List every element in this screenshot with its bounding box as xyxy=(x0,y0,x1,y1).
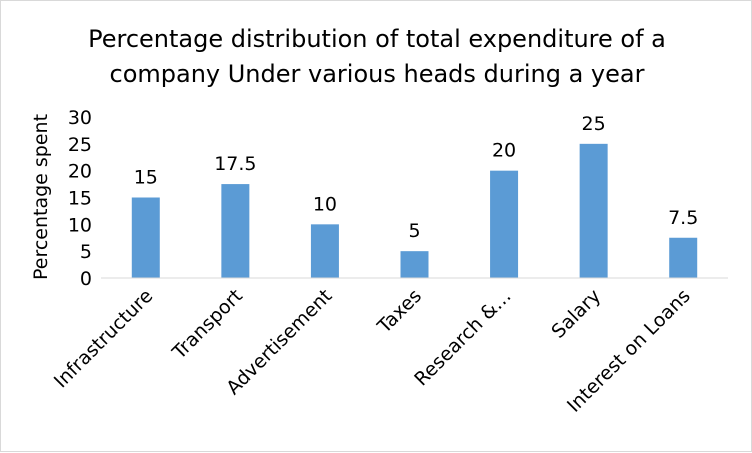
y-tick-label: 0 xyxy=(80,268,92,290)
y-tick-label: 10 xyxy=(68,214,92,236)
y-axis-title: Percentage spent xyxy=(30,114,52,280)
category-label: Taxes xyxy=(373,285,426,338)
bar xyxy=(310,224,339,278)
y-tick-label: 20 xyxy=(68,161,92,183)
data-labels: 15 17.5 10 5 20 25 7.5 xyxy=(134,113,699,242)
category-label: Research &… xyxy=(410,285,515,390)
data-label: 15 xyxy=(134,167,158,189)
bar xyxy=(490,170,519,278)
data-label: 10 xyxy=(313,193,337,215)
y-tick-label: 30 xyxy=(68,107,92,129)
data-label: 20 xyxy=(492,140,516,162)
y-tick-label: 5 xyxy=(80,241,92,263)
bar xyxy=(131,197,160,278)
data-label: 5 xyxy=(408,220,420,242)
bar xyxy=(400,251,429,278)
chart-title: Percentage distribution of total expendi… xyxy=(88,25,666,88)
bar xyxy=(579,143,608,278)
category-label: Infrastructure xyxy=(50,285,157,392)
y-tick-label: 15 xyxy=(68,188,92,210)
y-tick-label: 25 xyxy=(68,134,92,156)
category-label: Transport xyxy=(168,285,247,364)
data-label: 25 xyxy=(582,113,606,135)
bar xyxy=(221,184,250,278)
data-label: 17.5 xyxy=(214,153,256,175)
chart-title-line-2: company Under various heads during a yea… xyxy=(110,60,645,88)
bars xyxy=(131,143,698,278)
chart-title-line-1: Percentage distribution of total expendi… xyxy=(88,25,666,53)
data-label: 7.5 xyxy=(668,207,698,229)
y-axis-ticks: 0 5 10 15 20 25 30 xyxy=(68,107,92,290)
category-label: Salary xyxy=(547,285,605,343)
bar xyxy=(669,237,698,278)
